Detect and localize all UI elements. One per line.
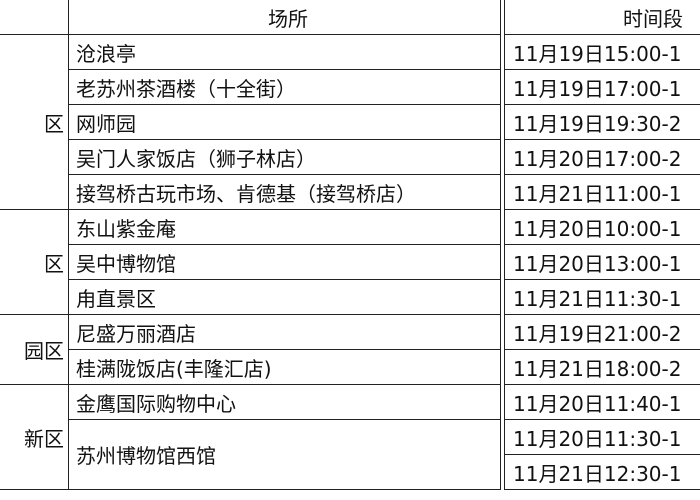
header-place: 场所 — [68, 0, 501, 35]
time-cell: 11月20日17:00-2 — [504, 139, 700, 175]
place-cell: 吴门人家饭店（狮子林店） — [68, 139, 501, 175]
place-cell: 苏州博物馆西馆 — [68, 419, 501, 490]
place-cell: 尼盛万丽酒店 — [68, 314, 501, 350]
time-cell: 11月20日13:00-1 — [504, 244, 700, 280]
time-cell: 11月19日19:30-2 — [504, 104, 700, 140]
place-cell: 桂满陇饭店(丰隆汇店) — [68, 349, 501, 385]
time-cell: 11月19日15:00-1 — [504, 34, 700, 70]
header-cell — [0, 0, 69, 35]
header-time: 时间段 — [504, 0, 700, 35]
time-cell: 11月20日11:30-1 — [504, 419, 700, 455]
time-cell: 11月20日10:00-1 — [504, 209, 700, 245]
time-cell: 11月21日11:30-1 — [504, 279, 700, 315]
place-cell: 老苏州茶酒楼（十全街） — [68, 69, 501, 105]
district-cell: 区 — [0, 34, 69, 210]
district-cell: 园区 — [0, 314, 69, 385]
time-cell: 11月19日17:00-1 — [504, 69, 700, 105]
time-cell: 11月19日21:00-2 — [504, 314, 700, 350]
district-cell: 区 — [0, 209, 69, 315]
time-cell: 11月20日11:40-1 — [504, 384, 700, 420]
place-cell: 金鹰国际购物中心 — [68, 384, 501, 420]
place-cell: 接驾桥古玩市场、肯德基（接驾桥店） — [68, 174, 501, 210]
place-cell: 东山紫金庵 — [68, 209, 501, 245]
place-cell: 甪直景区 — [68, 279, 501, 315]
place-cell: 网师园 — [68, 104, 501, 140]
time-cell: 11月21日12:30-1 — [504, 454, 700, 490]
district-cell: 新区 — [0, 384, 69, 490]
place-cell: 吴中博物馆 — [68, 244, 501, 280]
time-cell: 11月21日11:00-1 — [504, 174, 700, 210]
time-cell: 11月21日18:00-2 — [504, 349, 700, 385]
place-cell: 沧浪亭 — [68, 34, 501, 70]
